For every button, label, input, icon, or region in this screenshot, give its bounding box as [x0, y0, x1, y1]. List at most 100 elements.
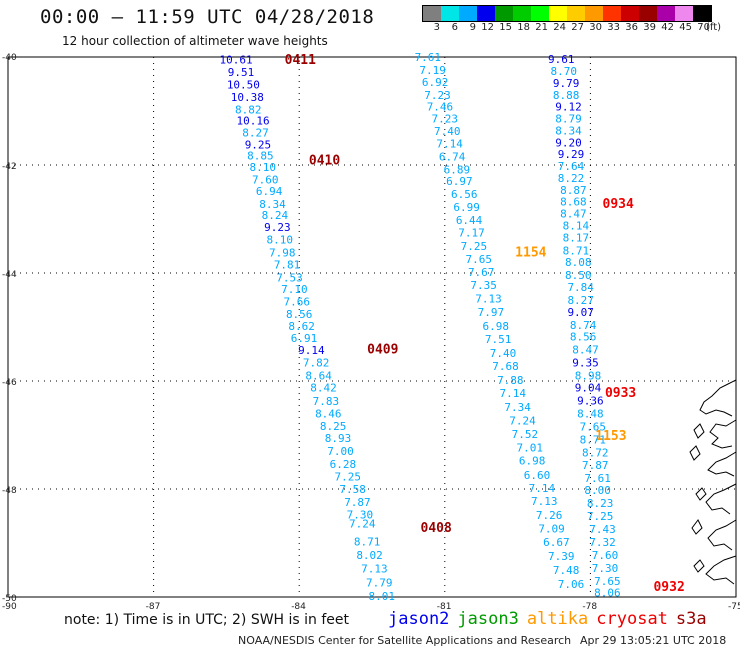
- swh-value-jason2: 6.28: [330, 458, 357, 471]
- color-scale-cell: [513, 6, 531, 21]
- swh-value-altika: 7.48: [553, 564, 580, 577]
- swh-value-cryosat: 8.27: [567, 294, 594, 307]
- swh-value-cryosat: 7.32: [589, 536, 616, 549]
- color-scale-cell: [675, 6, 693, 21]
- swh-value-jason2: 8.25: [320, 420, 347, 433]
- swh-value-cryosat: 8.00: [584, 484, 611, 497]
- swh-value-altika: 7.17: [458, 227, 485, 240]
- swh-value-jason2: 7.81: [274, 258, 301, 271]
- swh-value-jason2: 7.60: [252, 174, 279, 187]
- swh-value-jason2: 7.87: [344, 496, 371, 509]
- swh-value-cryosat: 8.71: [563, 244, 590, 257]
- coastline-icon: [699, 379, 737, 417]
- color-scale-label: 21: [535, 22, 548, 33]
- pass-time-altika: 1154: [515, 245, 546, 260]
- swh-value-cryosat: 8.50: [565, 269, 592, 282]
- swh-value-cryosat: 8.22: [558, 172, 585, 185]
- swh-value-cryosat: 8.70: [550, 65, 577, 78]
- swh-value-altika: 7.19: [419, 64, 446, 77]
- y-tick-label: -48: [2, 486, 17, 496]
- swh-value-jason2: 9.25: [245, 138, 272, 151]
- footer-timestamp: Apr 29 13:05:21 UTC 2018: [580, 634, 727, 647]
- swh-value-altika: 6.60: [524, 469, 551, 482]
- swh-value-altika: 6.89: [444, 163, 471, 176]
- swh-value-altika: 7.14: [499, 387, 526, 400]
- color-scale-cell: [549, 6, 567, 21]
- swh-value-altika: 6.98: [519, 454, 546, 467]
- coastline-icon: [709, 419, 737, 449]
- color-scale-label: 24: [553, 22, 566, 33]
- swh-value-altika: 7.24: [509, 414, 536, 427]
- coastline-icon: [693, 559, 705, 573]
- x-tick-label: -87: [146, 602, 161, 612]
- swh-value-altika: 7.67: [468, 266, 495, 279]
- swh-value-jason2: 8.27: [242, 127, 269, 140]
- swh-value-jason2: 7.53: [276, 271, 303, 284]
- color-scale-cell: [477, 6, 495, 21]
- swh-value-altika: 6.92: [422, 76, 449, 89]
- swh-value-cryosat: 8.68: [560, 196, 587, 209]
- usage-note: note: 1) Time is in UTC; 2) SWH is in fe…: [64, 612, 350, 628]
- swh-value-altika: 7.14: [529, 482, 556, 495]
- swh-value-cryosat: 8.56: [570, 331, 597, 344]
- swh-value-jason2: 6.94: [256, 185, 283, 198]
- pass-time-jason2: 0409: [367, 343, 398, 358]
- x-tick-label: -75: [728, 602, 740, 612]
- swh-value-cryosat: 8.88: [553, 89, 580, 102]
- swh-value-cryosat: 7.64: [558, 160, 585, 173]
- swh-value-altika: 6.99: [453, 201, 480, 214]
- swh-value-jason2: 7.25: [334, 471, 361, 484]
- swh-value-cryosat: 8.48: [577, 407, 604, 420]
- y-tick-label: -44: [2, 270, 17, 280]
- swh-value-cryosat: 7.30: [592, 562, 619, 575]
- color-scale-cell: [693, 6, 711, 21]
- x-tick-label: -81: [437, 602, 452, 612]
- color-scale-cell: [459, 6, 477, 21]
- swh-value-jason2: 8.46: [315, 407, 342, 420]
- swh-value-cryosat: 9.61: [548, 53, 575, 66]
- swh-value-jason2: 8.56: [286, 308, 313, 321]
- coastline-icon: [689, 445, 701, 461]
- swh-value-jason2: 7.24: [349, 518, 376, 531]
- swh-value-jason2: 8.10: [267, 234, 294, 247]
- swh-value-cryosat: 8.08: [565, 256, 592, 269]
- swh-value-altika: 6.97: [446, 175, 473, 188]
- swh-value-cryosat: 7.65: [594, 575, 621, 588]
- swh-value-cryosat: 9.35: [572, 357, 599, 370]
- swh-value-cryosat: 8.34: [555, 124, 582, 137]
- swh-value-jason2: 9.14: [298, 344, 325, 357]
- pass-time-cryosat: 0932: [653, 580, 684, 595]
- swh-value-jason2: 8.71: [354, 535, 381, 548]
- swh-value-jason2: 8.42: [310, 381, 337, 394]
- swh-value-jason2: 10.16: [237, 115, 270, 128]
- x-tick-label: -84: [291, 602, 306, 612]
- swh-value-altika: 7.09: [538, 522, 565, 535]
- color-scale-label: 33: [607, 22, 620, 33]
- swh-value-jason2: 8.24: [262, 209, 289, 222]
- swh-value-altika: 6.74: [439, 150, 466, 163]
- swh-value-jason2: 8.82: [235, 103, 262, 116]
- swh-value-cryosat: 9.79: [553, 77, 580, 90]
- color-scale-cell: [567, 6, 585, 21]
- legend-entry-jason3: jason3: [457, 609, 519, 629]
- swh-value-cryosat: 8.71: [580, 433, 607, 446]
- swh-value-altika: 7.34: [504, 401, 531, 414]
- swh-value-jason2: 8.10: [250, 161, 277, 174]
- color-scale-cell: [441, 6, 459, 21]
- swh-value-jason2: 7.79: [366, 576, 393, 589]
- swh-value-jason2: 6.91: [291, 332, 318, 345]
- swh-value-altika: 7.88: [497, 374, 524, 387]
- x-tick-label: -78: [582, 602, 597, 612]
- swh-value-cryosat: 7.25: [587, 510, 614, 523]
- swh-value-altika: 7.40: [490, 347, 517, 360]
- swh-value-jason2: 9.51: [228, 66, 255, 79]
- swh-value-cryosat: 7.65: [580, 420, 607, 433]
- swh-value-altika: 7.35: [470, 279, 497, 292]
- swh-value-jason2: 8.01: [368, 590, 395, 603]
- swh-value-altika: 6.67: [543, 536, 570, 549]
- swh-value-altika: 7.01: [516, 441, 543, 454]
- swh-value-altika: 7.13: [531, 495, 558, 508]
- swh-value-jason2: 7.58: [339, 483, 366, 496]
- color-scale-label: 6: [451, 22, 458, 33]
